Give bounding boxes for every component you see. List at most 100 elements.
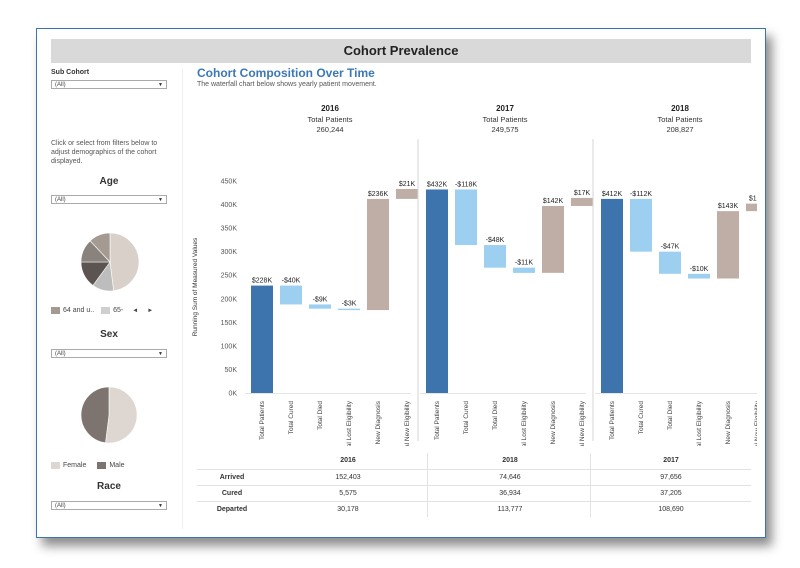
filter-help-text: Click or select from filters below to ad… [51, 140, 158, 165]
bar-decrease[interactable] [688, 273, 710, 279]
table-cell: 152,403 [335, 474, 361, 481]
x-category-label: Total Died [492, 401, 499, 430]
panel-year-label: 2018 [671, 104, 689, 113]
y-tick-label: 250K [221, 273, 238, 280]
panel-total-value: 208,827 [666, 125, 693, 134]
bar-decrease[interactable] [280, 285, 302, 305]
age-filter-title: Age [99, 176, 119, 187]
bar-total[interactable] [251, 285, 273, 393]
table-row: Cured 5,575 36,934 37,205 [197, 485, 751, 502]
chart-subtitle: The waterfall chart below shows yearly p… [197, 81, 377, 88]
bar-value-label: $142K [543, 198, 564, 205]
filter-sidebar: Sub Cohort (All) ▼ Click or select from … [51, 69, 173, 529]
table-cell: 108,690 [658, 506, 684, 513]
x-category-label: Total New Eligibility [579, 400, 586, 446]
bar-value-label: -$118K [455, 181, 477, 188]
panel-year-label: 2016 [321, 104, 339, 113]
y-tick-label: 350K [221, 226, 238, 233]
chart-title: Cohort Composition Over Time [197, 66, 375, 80]
sex-dropdown[interactable]: (All) ▼ [51, 349, 167, 358]
bar-increase[interactable] [367, 198, 389, 311]
legend-next-icon[interactable]: ► [147, 307, 154, 314]
race-filter-title: Race [97, 481, 121, 492]
bar-value-label: $228K [252, 278, 273, 285]
x-category-label: Total Patients [609, 400, 616, 440]
x-category-label: Total New Diagnosis [375, 400, 382, 446]
x-category-label: Total Patients [259, 400, 266, 440]
bar-value-label: -$40K [282, 278, 301, 285]
bar-value-label: $16K [749, 196, 757, 203]
table-cell: 113,777 [497, 506, 523, 513]
bar-decrease[interactable] [484, 245, 506, 268]
pie-slice[interactable] [89, 233, 111, 263]
y-tick-label: 450K [221, 179, 238, 186]
race-dropdown[interactable]: (All) ▼ [51, 501, 167, 510]
dashboard-frame: Cohort Prevalence Sub Cohort (All) ▼ Cli… [36, 28, 766, 538]
bar-decrease[interactable] [630, 198, 652, 252]
sex-pie-chart[interactable] [81, 387, 137, 443]
bar-decrease[interactable] [309, 304, 331, 309]
bar-decrease[interactable] [455, 189, 477, 246]
race-value: (All) [55, 503, 66, 509]
bar-increase[interactable] [717, 211, 739, 279]
bar-total[interactable] [426, 189, 448, 393]
y-tick-label: 0K [228, 391, 237, 398]
bar-decrease[interactable] [338, 308, 360, 311]
age-pie-chart[interactable] [81, 233, 139, 291]
x-category-label: Total New Eligibility [404, 400, 411, 446]
bar-increase[interactable] [571, 197, 593, 206]
x-category-label: Total New Diagnosis [550, 400, 557, 446]
chevron-down-icon: ▼ [158, 82, 163, 88]
panel-total-label: Total Patients [657, 115, 702, 124]
bar-decrease[interactable] [513, 267, 535, 273]
x-category-label: Total Patients [434, 400, 441, 440]
table-header-row: 2016 2018 2017 [197, 453, 751, 469]
x-category-label: Total New Diagnosis [725, 400, 732, 446]
pie-slice[interactable] [81, 387, 110, 443]
row-label: Departed [216, 506, 248, 513]
bar-total[interactable] [601, 198, 623, 393]
age-dropdown[interactable]: (All) ▼ [51, 195, 167, 204]
y-tick-label: 300K [221, 249, 238, 256]
table-col-header: 2017 [663, 457, 679, 464]
panel-total-label: Total Patients [307, 115, 352, 124]
table-col-divider [590, 453, 591, 517]
table-cell: 37,205 [660, 490, 682, 497]
bar-value-label: -$9K [313, 296, 328, 303]
bar-increase[interactable] [746, 203, 757, 212]
bar-increase[interactable] [542, 205, 564, 273]
bar-value-label: -$47K [661, 244, 680, 251]
table-cell: 74,646 [499, 474, 521, 481]
table-row: Departed 30,178 113,777 108,690 [197, 501, 751, 518]
legend-prev-icon[interactable]: ◄ [132, 307, 139, 314]
x-category-label: Total Cured [288, 401, 295, 435]
pie-slice[interactable] [109, 233, 139, 291]
y-tick-label: 400K [221, 202, 238, 209]
sex-legend-female: Female [63, 462, 87, 469]
table-cell: 97,656 [660, 474, 682, 481]
bar-value-label: $17K [574, 190, 591, 197]
sub-cohort-dropdown[interactable]: (All) ▼ [51, 80, 167, 89]
age-legend-item-1: 64 and u.. [63, 307, 95, 314]
x-category-label: Total Died [667, 401, 674, 430]
bar-value-label: $21K [399, 181, 416, 188]
sex-legend: Female Male [51, 462, 125, 469]
bar-value-label: $143K [718, 203, 739, 210]
panel-year-label: 2017 [496, 104, 514, 113]
age-legend: 64 and u.. 65- ◄ ► [51, 307, 153, 314]
bar-value-label: -$11K [515, 260, 533, 267]
panel-total-value: 249,575 [491, 125, 518, 134]
y-tick-label: 150K [221, 320, 238, 327]
bar-value-label: $412K [602, 191, 623, 198]
pie-slice[interactable] [105, 387, 137, 443]
bar-increase[interactable] [396, 189, 418, 199]
age-value: (All) [55, 197, 66, 203]
bar-value-label: -$48K [486, 237, 505, 244]
x-category-label: Total Cured [463, 401, 470, 435]
sex-legend-male: Male [109, 462, 125, 469]
y-tick-label: 50K [225, 367, 238, 374]
table-cell: 5,575 [339, 490, 357, 497]
bar-decrease[interactable] [659, 251, 681, 274]
